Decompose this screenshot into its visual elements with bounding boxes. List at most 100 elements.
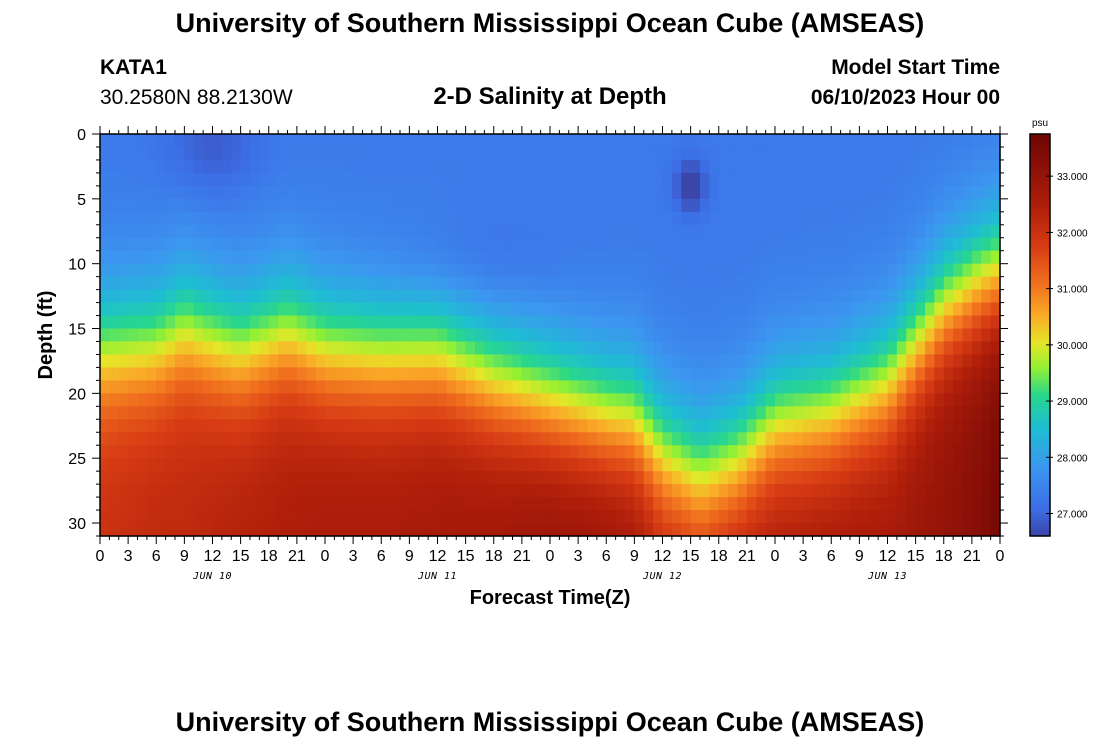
heatmap-cell — [737, 523, 748, 537]
heatmap-cell — [775, 250, 785, 265]
heatmap-cell — [850, 159, 860, 174]
heatmap-cell — [953, 523, 964, 537]
heatmap-cell — [700, 393, 710, 407]
heatmap-cell — [850, 302, 860, 317]
heatmap-cell — [765, 315, 776, 330]
heatmap-cell — [887, 367, 898, 381]
heatmap-cell — [896, 341, 907, 356]
heatmap-cell — [465, 367, 476, 381]
heatmap-cell — [156, 263, 167, 278]
heatmap-cell — [231, 432, 242, 446]
heatmap-cell — [981, 328, 992, 343]
heatmap-cell — [343, 159, 354, 174]
heatmap-cell — [465, 237, 476, 252]
heatmap-cell — [681, 250, 692, 265]
heatmap-cell — [193, 445, 204, 459]
heatmap-cell — [559, 445, 570, 459]
heatmap-cell — [643, 276, 654, 291]
heatmap-cell — [709, 315, 720, 330]
heatmap-cell — [493, 484, 504, 498]
heatmap-cell — [953, 224, 964, 239]
heatmap-cell — [662, 250, 673, 265]
heatmap-cell — [559, 224, 570, 239]
heatmap-cell — [971, 354, 982, 369]
heatmap-cell — [662, 224, 673, 239]
x-tick-label: 9 — [180, 548, 189, 565]
heatmap-cell — [831, 354, 842, 369]
heatmap-cell — [765, 224, 776, 239]
x-tick-label: 0 — [996, 548, 1005, 565]
heatmap-cell — [878, 406, 889, 420]
heatmap-cell — [250, 380, 260, 394]
heatmap-cell — [428, 406, 439, 420]
heatmap-cell — [718, 263, 729, 278]
heatmap-cell — [484, 367, 495, 381]
heatmap-cell — [221, 237, 232, 252]
heatmap-cell — [325, 458, 335, 472]
heatmap-cell — [962, 172, 973, 187]
heatmap-cell — [700, 471, 710, 485]
heatmap-cell — [859, 315, 870, 330]
heatmap-cell — [137, 367, 148, 381]
heatmap-cell — [156, 458, 167, 472]
heatmap-cell — [353, 445, 364, 459]
heatmap-cell — [156, 380, 167, 394]
heatmap-cell — [634, 224, 645, 239]
heatmap-cell — [803, 458, 814, 472]
heatmap-cell — [653, 497, 664, 511]
heatmap-cell — [165, 471, 176, 485]
heatmap-cell — [793, 341, 804, 356]
heatmap-cell — [634, 497, 645, 511]
heatmap-cell — [756, 224, 767, 239]
x-tick-label: 3 — [124, 548, 133, 565]
heatmap-cell — [681, 237, 692, 252]
heatmap-cell — [184, 198, 195, 213]
heatmap-cell — [240, 250, 251, 265]
heatmap-cell — [718, 315, 729, 330]
heatmap-cell — [268, 484, 279, 498]
heatmap-cell — [718, 445, 729, 459]
heatmap-cell — [109, 250, 120, 265]
heatmap-cell — [521, 393, 532, 407]
heatmap-cell — [615, 198, 626, 213]
heatmap-cell — [812, 380, 823, 394]
heatmap-cell — [840, 419, 851, 433]
heatmap-cell — [175, 341, 185, 356]
heatmap-cell — [568, 419, 579, 433]
heatmap-cell — [625, 484, 635, 498]
heatmap-cell — [287, 471, 298, 485]
heatmap-cell — [737, 341, 748, 356]
heatmap-cell — [700, 172, 710, 187]
heatmap-cell — [953, 159, 964, 174]
heatmap-cell — [250, 497, 260, 511]
heatmap-cell — [418, 134, 429, 148]
heatmap-cell — [681, 224, 692, 239]
heatmap-cell — [287, 354, 298, 369]
heatmap-cell — [934, 328, 945, 343]
heatmap-cell — [625, 263, 635, 278]
heatmap-cell — [981, 510, 992, 524]
heatmap-cell — [240, 328, 251, 343]
heatmap-cell — [231, 523, 242, 537]
heatmap-cell — [353, 497, 364, 511]
heatmap-cell — [718, 289, 729, 304]
heatmap-cell — [325, 134, 335, 148]
heatmap-cell — [634, 315, 645, 330]
heatmap-cell — [484, 224, 495, 239]
heatmap-cell — [812, 458, 823, 472]
heatmap-cell — [606, 237, 617, 252]
heatmap-cell — [728, 250, 739, 265]
heatmap-cell — [484, 250, 495, 265]
heatmap-cell — [784, 419, 795, 433]
heatmap-cell — [587, 198, 598, 213]
heatmap-cell — [568, 302, 579, 317]
heatmap-cell — [709, 263, 720, 278]
heatmap-cell — [390, 237, 401, 252]
heatmap-cell — [625, 328, 635, 343]
heatmap-cell — [428, 432, 439, 446]
heatmap-cell — [831, 146, 842, 161]
heatmap-cell — [250, 211, 260, 226]
heatmap-cell — [475, 497, 485, 511]
heatmap-cell — [315, 146, 326, 161]
heatmap-cell — [915, 419, 926, 433]
